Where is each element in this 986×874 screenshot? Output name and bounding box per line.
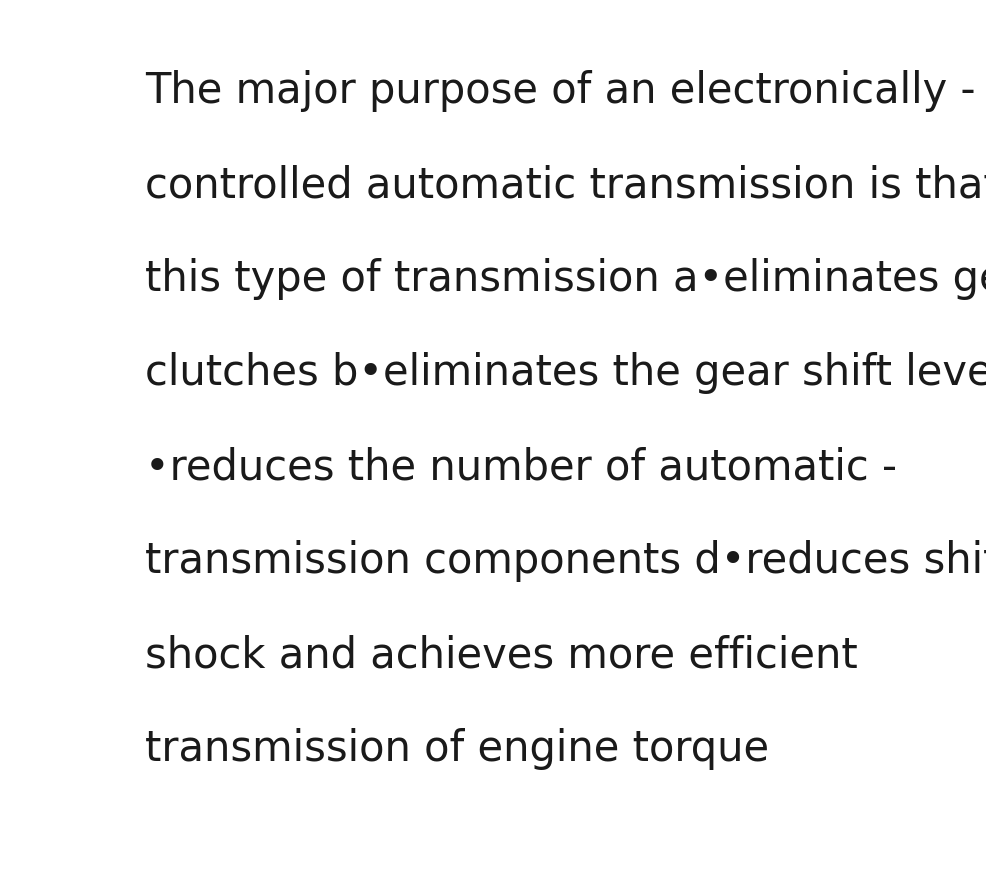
- Text: clutches b•eliminates the gear shift lever c: clutches b•eliminates the gear shift lev…: [145, 352, 986, 394]
- Text: transmission components d•reduces shift: transmission components d•reduces shift: [145, 540, 986, 582]
- Text: transmission of engine torque: transmission of engine torque: [145, 728, 768, 770]
- Text: this type of transmission a•eliminates gear: this type of transmission a•eliminates g…: [145, 258, 986, 300]
- Text: shock and achieves more efficient: shock and achieves more efficient: [145, 634, 857, 676]
- Text: •reduces the number of automatic -: •reduces the number of automatic -: [145, 446, 896, 488]
- Text: controlled automatic transmission is that: controlled automatic transmission is tha…: [145, 164, 986, 206]
- Text: The major purpose of an electronically -: The major purpose of an electronically -: [145, 70, 974, 112]
